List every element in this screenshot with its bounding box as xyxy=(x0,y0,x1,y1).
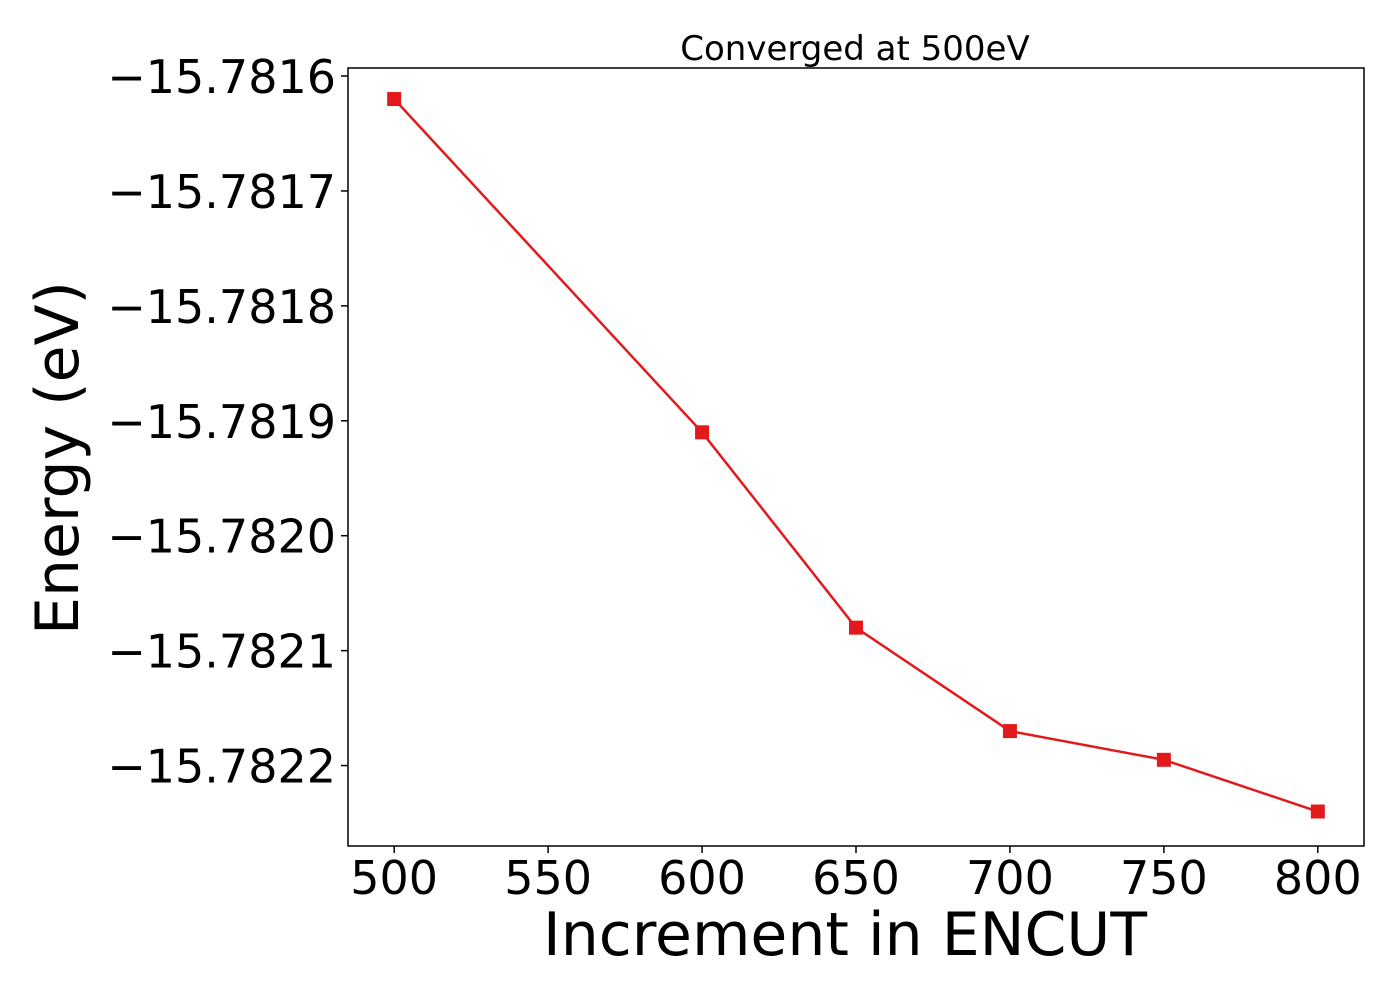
plot-area: 500 550 600 650 700 750 800 −15.7816 −15.7817 −15… xyxy=(107,50,1365,905)
y-tick-label: −15.7816 xyxy=(107,50,336,104)
plot-frame xyxy=(347,67,1365,847)
y-tick-label: −15.7819 xyxy=(107,395,336,449)
chart-title: Converged at 500eV xyxy=(680,29,1029,69)
x-tick-label: 800 xyxy=(1274,851,1362,905)
y-tick-label: −15.7820 xyxy=(107,510,336,564)
data-point xyxy=(387,92,402,107)
x-tick-label: 650 xyxy=(812,851,900,905)
y-axis-label: Energy (eV) xyxy=(23,281,93,635)
data-point xyxy=(1156,752,1171,767)
series-line xyxy=(393,98,1319,813)
x-tick-label: 550 xyxy=(504,851,592,905)
y-tick-label: −15.7822 xyxy=(107,740,336,794)
x-tick-label: 500 xyxy=(350,851,438,905)
y-tick-label: −15.7818 xyxy=(107,280,336,334)
y-tick-label: −15.7817 xyxy=(107,165,336,219)
data-point xyxy=(849,620,863,635)
x-axis-label: Increment in ENCUT xyxy=(543,900,1147,970)
x-tick-label: 700 xyxy=(966,851,1054,905)
data-point xyxy=(1002,724,1017,739)
x-tick-label: 600 xyxy=(658,851,746,905)
data-point xyxy=(695,425,710,440)
y-tick-label: −15.7821 xyxy=(107,625,336,679)
x-tick-label: 750 xyxy=(1120,851,1208,905)
data-point xyxy=(1310,804,1325,819)
